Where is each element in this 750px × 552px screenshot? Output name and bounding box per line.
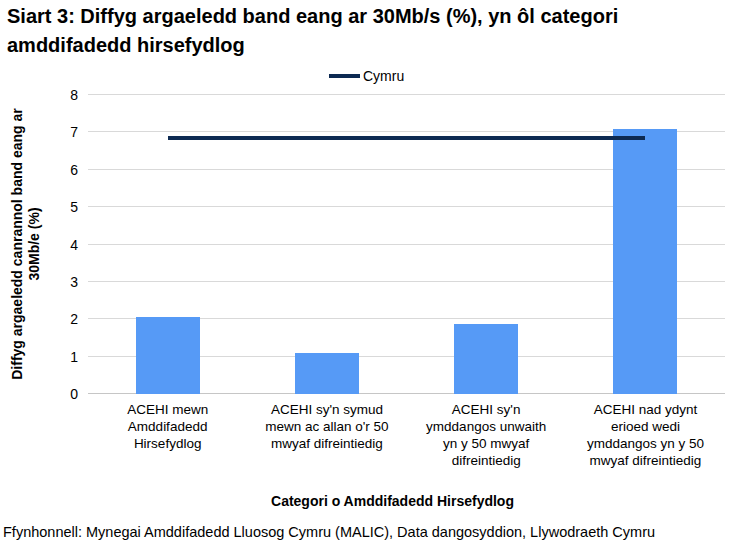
bar xyxy=(613,129,677,394)
category-label: ACEHI mewn Amddifadedd Hirsefydlog xyxy=(88,401,247,452)
y-tick-label: 1 xyxy=(38,348,78,366)
gridline xyxy=(88,94,725,95)
y-tick-label: 7 xyxy=(38,123,78,141)
bar xyxy=(454,324,518,394)
x-axis-title: Categori o Amddifadedd Hirsefydlog xyxy=(74,493,711,509)
source-note: Ffynhonnell: Mynegai Amddifadedd Lluosog… xyxy=(3,523,748,541)
cymru-line xyxy=(168,136,646,140)
y-tick-label: 5 xyxy=(38,198,78,216)
category-label: ACEHI sy'n symud mewn ac allan o'r 50 mw… xyxy=(247,401,406,452)
y-tick-label: 3 xyxy=(38,273,78,291)
y-tick-label: 4 xyxy=(38,236,78,254)
y-tick-label: 0 xyxy=(38,385,78,403)
category-label: ACEHI nad ydynt erioed wedi ymddangos yn… xyxy=(566,401,725,469)
y-axis-title: Diffyg argaeledd canrannol band eang ar … xyxy=(9,79,43,409)
bar xyxy=(295,353,359,394)
bar xyxy=(136,317,200,394)
y-axis-title-line-2: 30Mb/e (%) xyxy=(26,79,43,409)
chart-canvas: 0 1 2 3 4 5 6 7 8 ACEHI mewn Amddifadedd Hirsefyd… xyxy=(0,0,750,552)
category-label: ACEHI sy'n ymddangos unwaith yn y 50 mwy… xyxy=(407,401,566,469)
y-tick-label: 6 xyxy=(38,161,78,179)
y-axis-title-line-1: Diffyg argaeledd canrannol band eang ar xyxy=(9,79,26,409)
y-tick-label: 2 xyxy=(38,310,78,328)
y-tick-label: 8 xyxy=(38,86,78,104)
